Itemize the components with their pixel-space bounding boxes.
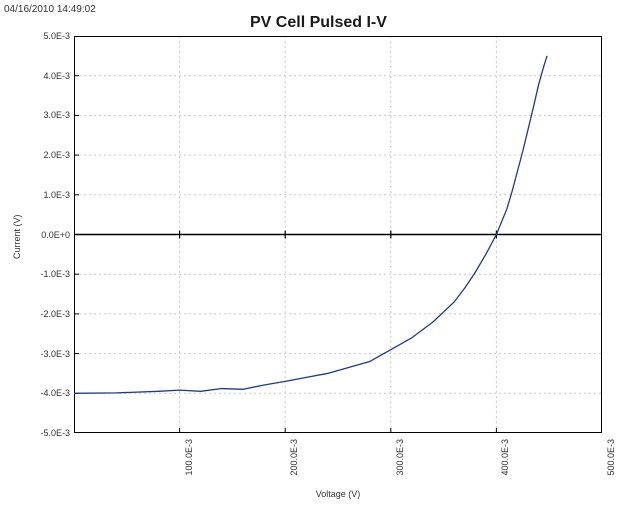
- y-tick-label: 0.0E+0: [30, 230, 70, 240]
- y-tick-label: -2.0E-3: [30, 309, 70, 319]
- timestamp-label: 04/16/2010 14:49:02: [4, 4, 96, 15]
- y-tick-label: 5.0E-3: [30, 31, 70, 41]
- y-tick-label: -5.0E-3: [30, 428, 70, 438]
- plot-area: [74, 36, 602, 433]
- x-tick-label: 400.0E-3: [500, 439, 510, 487]
- y-tick-label: -4.0E-3: [30, 388, 70, 398]
- y-axis-label: Current (V): [12, 214, 22, 259]
- y-tick-label: 3.0E-3: [30, 110, 70, 120]
- x-axis-label: Voltage (V): [298, 489, 378, 499]
- x-tick-label: 300.0E-3: [395, 439, 405, 487]
- y-tick-label: -1.0E-3: [30, 269, 70, 279]
- chart-title: PV Cell Pulsed I-V: [250, 14, 387, 32]
- x-tick-label: 500.0E-3: [606, 439, 616, 487]
- y-tick-label: 1.0E-3: [30, 190, 70, 200]
- y-tick-label: -3.0E-3: [30, 349, 70, 359]
- chart-container: 04/16/2010 14:49:02 PV Cell Pulsed I-V C…: [0, 0, 625, 511]
- y-tick-label: 2.0E-3: [30, 150, 70, 160]
- x-tick-label: 200.0E-3: [289, 439, 299, 487]
- y-tick-label: 4.0E-3: [30, 71, 70, 81]
- x-tick-label: 100.0E-3: [184, 439, 194, 487]
- iv-curve: [74, 56, 547, 393]
